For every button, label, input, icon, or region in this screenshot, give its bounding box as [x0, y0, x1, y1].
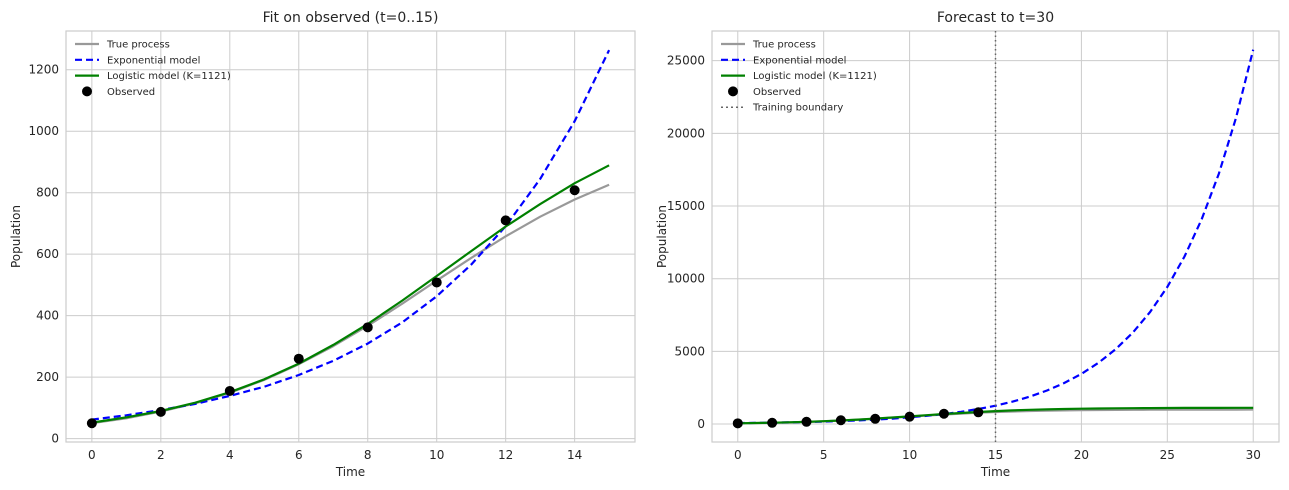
- chart-1: 0 5 10 15 20 25 30 0 5000 10000 15000 20000 25000 For…: [655, 10, 1280, 479]
- x-axis-label: Time: [980, 465, 1010, 479]
- x-tick-label: 15: [988, 448, 1003, 462]
- observed-point: [362, 322, 373, 333]
- y-tick-label: 25000: [667, 54, 705, 68]
- observed-point: [870, 413, 881, 424]
- legend-label: Logistic model (K=1121): [753, 71, 877, 82]
- legend: True process Exponential model Logistic mo…: [75, 40, 231, 98]
- observed-point: [224, 385, 235, 396]
- legend-marker: [82, 86, 92, 97]
- x-tick-label: 8: [364, 448, 372, 462]
- x-tick-label: 4: [226, 448, 234, 462]
- x-tick-label: 10: [902, 448, 917, 462]
- series-line-logistic: [737, 406, 1254, 425]
- observed-point: [569, 185, 580, 196]
- legend-label: Exponential model: [107, 55, 200, 66]
- y-tick-label: 0: [51, 432, 59, 446]
- x-tick-label: 30: [1246, 448, 1261, 462]
- x-tick-label: 25: [1160, 448, 1175, 462]
- observed-point: [732, 418, 743, 429]
- x-axis-label: Time: [335, 465, 365, 479]
- y-tick-label: 1200: [28, 63, 59, 77]
- y-tick-label: 20000: [667, 126, 705, 140]
- legend-label: True process: [752, 40, 816, 51]
- x-tick-label: 2: [157, 448, 165, 462]
- legend: True process Exponential model Logistic mo…: [721, 40, 877, 114]
- observed-point: [767, 417, 778, 428]
- y-tick-label: 600: [36, 247, 59, 261]
- legend-label: Exponential model: [753, 55, 846, 66]
- legend-label: Observed: [107, 87, 155, 98]
- plot-area: [86, 49, 611, 429]
- y-tick-label: 800: [36, 186, 59, 200]
- plot-area: [732, 31, 1255, 442]
- observed-point: [938, 408, 949, 419]
- observed-point: [155, 406, 166, 417]
- x-tick-label: 20: [1074, 448, 1089, 462]
- chart-title: Forecast to t=30: [937, 10, 1054, 26]
- y-tick-label: 0: [697, 417, 705, 431]
- observed-point: [904, 411, 915, 422]
- y-tick-label: 400: [36, 309, 59, 323]
- observed-point: [431, 277, 442, 288]
- series-line-exponential: [91, 49, 611, 421]
- y-tick-label: 5000: [674, 344, 705, 358]
- y-tick-label: 15000: [667, 199, 705, 213]
- observed-point: [801, 416, 812, 427]
- y-tick-label: 10000: [667, 272, 705, 286]
- x-tick-label: 10: [429, 448, 444, 462]
- chart-0: 0 2 4 6 8 10 12 14 0 200 400 600 800 1000 1200 Fit on o…: [9, 10, 636, 479]
- legend-label: Logistic model (K=1121): [107, 71, 231, 82]
- legend-label: Training boundary: [752, 103, 843, 114]
- y-axis-label: Population: [9, 205, 23, 268]
- legend-marker: [728, 86, 738, 97]
- x-tick-label: 12: [498, 448, 513, 462]
- y-tick-label: 1000: [28, 124, 59, 138]
- observed-point: [973, 407, 984, 418]
- legend-label: True process: [106, 40, 170, 51]
- observed-point: [835, 415, 846, 426]
- observed-point: [500, 215, 511, 226]
- axes-frame: [65, 30, 636, 443]
- observed-point: [293, 353, 304, 364]
- chart-title: Fit on observed (t=0..15): [263, 10, 439, 26]
- x-tick-label: 6: [295, 448, 303, 462]
- x-tick-label: 0: [88, 448, 96, 462]
- x-tick-label: 14: [567, 448, 582, 462]
- legend-label: Observed: [753, 87, 801, 98]
- y-axis-label: Population: [655, 205, 669, 268]
- y-tick-label: 200: [36, 370, 59, 384]
- x-tick-label: 0: [734, 448, 742, 462]
- x-tick-label: 5: [820, 448, 828, 462]
- series-line-logistic: [91, 164, 610, 424]
- observed-point: [86, 418, 97, 429]
- series-line-true: [91, 183, 610, 425]
